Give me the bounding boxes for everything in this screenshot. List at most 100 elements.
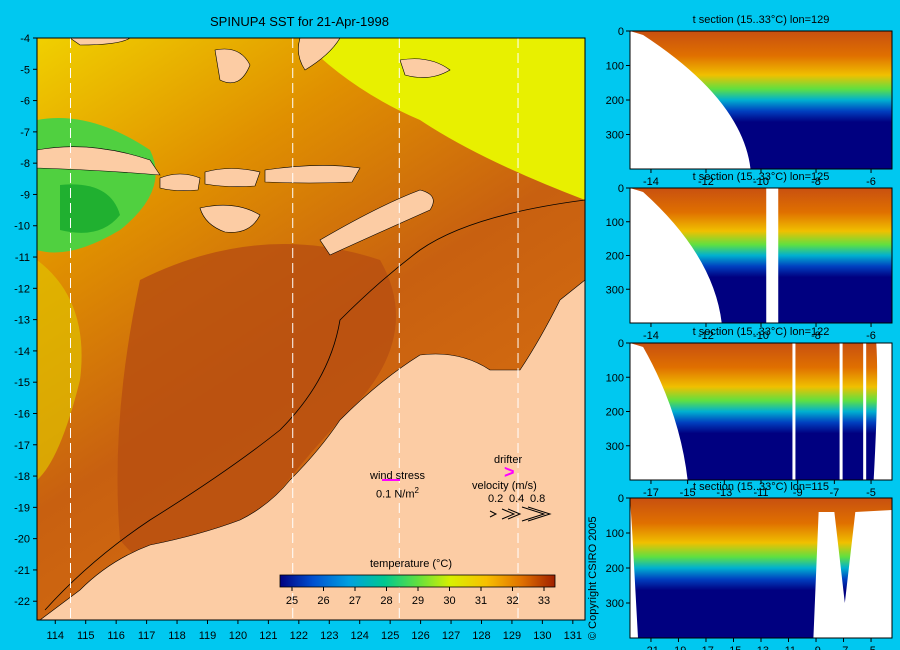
- section-lat-tick-label: -15: [680, 487, 696, 499]
- section-lat-tick-label: -7: [829, 487, 839, 499]
- section-lat-tick-label: -7: [839, 645, 849, 650]
- velocity-value-2: 0.4: [509, 493, 525, 505]
- shelf-contour: [44, 199, 585, 611]
- section-gap: [766, 188, 779, 323]
- velocity-title: velocity (m/s): [472, 480, 537, 492]
- section-title: t section (15..33°C) lon=129: [693, 14, 830, 26]
- lat-tick-label: -20: [14, 534, 30, 546]
- colorbar-tick-label: 30: [443, 595, 455, 607]
- land-australia: [39, 279, 585, 620]
- section-lat-tick-label: -17: [643, 487, 659, 499]
- lat-tick-label: -7: [20, 127, 30, 139]
- depth-tick-label: 0: [618, 493, 624, 505]
- section-lat-tick-label: -9: [793, 487, 803, 499]
- lat-tick-label: -19: [14, 502, 30, 514]
- section-gap: [792, 343, 796, 480]
- section-title: t section (15..33°C) lon=125: [693, 171, 830, 183]
- colorbar-title: temperature (°C): [370, 558, 453, 570]
- section-lat-tick-label: -11: [753, 487, 768, 499]
- section-lat-tick-label: -13: [753, 645, 769, 650]
- colorbar-tick-label: 26: [317, 595, 329, 607]
- land-sumba: [199, 204, 261, 233]
- lon-tick-label: 123: [320, 630, 338, 642]
- section-water: [630, 188, 892, 323]
- drifter-label: drifter: [494, 454, 523, 466]
- colorbar-tick-label: 33: [538, 595, 550, 607]
- lat-tick-label: -18: [14, 471, 30, 483]
- section-title: t section (15..33°C) lon=115: [693, 481, 829, 493]
- lon-tick-label: 131: [564, 630, 582, 642]
- land-sulawesi: [298, 38, 341, 71]
- section-frame: [629, 497, 893, 639]
- section-lat-tick-label: -10: [753, 330, 769, 342]
- lon-tick-label: 121: [259, 630, 277, 642]
- land-flores: [264, 165, 361, 184]
- section-frame: [629, 30, 893, 170]
- depth-tick-label: 200: [606, 251, 624, 263]
- section-gap: [839, 343, 843, 480]
- section-gap: [863, 343, 867, 480]
- section-lat-tick-label: -10: [753, 176, 769, 188]
- lon-tick-label: 116: [107, 630, 125, 642]
- drifter-icon: >: [504, 462, 515, 482]
- lat-tick-label: -21: [14, 565, 30, 577]
- section-water: [630, 498, 892, 638]
- lon-tick-label: 125: [381, 630, 399, 642]
- lat-tick-label: -10: [14, 221, 30, 233]
- temperature-colorbar: [279, 574, 556, 588]
- section-lat-tick-label: -8: [811, 330, 821, 342]
- wind-stress-value: 0.1 N/m2: [376, 486, 419, 501]
- section-background: [630, 498, 892, 638]
- lon-tick-label: 114: [46, 630, 64, 642]
- depth-tick-label: 200: [606, 95, 624, 107]
- lat-tick-label: -22: [14, 596, 30, 608]
- lon-tick-label: 120: [229, 630, 247, 642]
- lat-tick-label: -5: [20, 64, 30, 76]
- lon-tick-label: 122: [290, 630, 308, 642]
- copyright-label: © Copyright CSIRO 2005: [587, 516, 599, 640]
- section-lat-tick-label: -6: [866, 176, 876, 188]
- wind-stress-arrow: [382, 479, 400, 481]
- lat-tick-label: -16: [14, 408, 30, 420]
- lat-tick-label: -14: [14, 346, 30, 358]
- lon-tick-label: 128: [472, 630, 490, 642]
- map-title: SPINUP4 SST for 21-Apr-1998: [210, 14, 389, 29]
- section-lat-tick-label: -14: [643, 176, 659, 188]
- wind-stress-number: 0.1 N/m: [376, 488, 415, 501]
- warm-core: [117, 244, 396, 576]
- section-background: [630, 343, 892, 480]
- section-lat-tick-label: -21: [643, 645, 659, 650]
- depth-tick-label: 100: [606, 217, 624, 229]
- lat-tick-label: -17: [14, 440, 30, 452]
- lon-tick-label: 130: [533, 630, 551, 642]
- section-water: [630, 31, 892, 169]
- depth-tick-label: 0: [618, 183, 624, 195]
- land-timor: [319, 189, 434, 256]
- lat-tick-label: -15: [14, 377, 30, 389]
- yellow-north: [300, 38, 585, 200]
- lon-tick-label: 127: [442, 630, 460, 642]
- colorbar-tick-label: 31: [475, 595, 487, 607]
- section-lat-tick-label: -9: [811, 645, 821, 650]
- lat-tick-label: -9: [20, 189, 30, 201]
- lon-tick-label: 119: [199, 630, 217, 642]
- section-lat-tick-label: -13: [716, 487, 732, 499]
- section-lat-tick-label: -8: [811, 176, 821, 188]
- section-background: [630, 188, 892, 323]
- velocity-value-3: 0.8: [530, 493, 546, 505]
- lon-tick-label: 118: [168, 630, 186, 642]
- lon-tick-label: 115: [77, 630, 95, 642]
- depth-tick-label: 200: [606, 563, 624, 575]
- lat-tick-label: -4: [20, 33, 30, 45]
- lon-tick-label: 129: [503, 630, 521, 642]
- velocity-arrows-icon: [489, 506, 552, 522]
- lon-tick-label: 117: [138, 630, 156, 642]
- section-lat-tick-label: -17: [698, 645, 714, 650]
- section-lat-tick-label: -12: [698, 330, 714, 342]
- depth-tick-label: 100: [606, 61, 624, 73]
- depth-tick-label: 200: [606, 407, 624, 419]
- lat-tick-label: -13: [14, 315, 30, 327]
- section-frame: [629, 187, 893, 324]
- lat-tick-label: -8: [20, 158, 30, 170]
- lon-tick-label: 126: [411, 630, 429, 642]
